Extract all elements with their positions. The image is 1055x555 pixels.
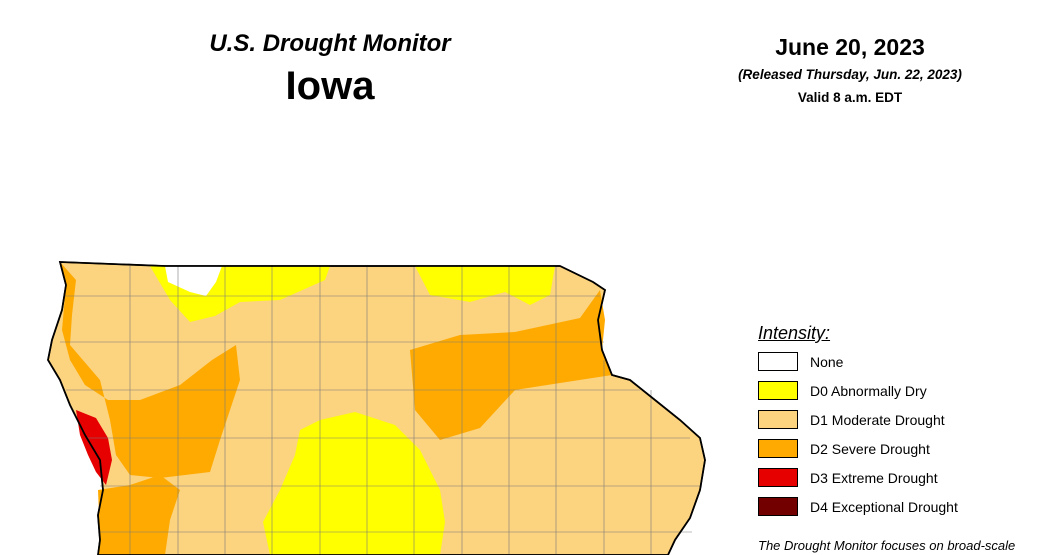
legend-label: D1 Moderate Drought [810, 412, 945, 428]
state-name: Iowa [285, 64, 375, 108]
d0-region-north-east [415, 266, 555, 305]
legend-item-d1: D1 Moderate Drought [758, 410, 1048, 439]
legend-label: D2 Severe Drought [810, 441, 930, 457]
valid-time: Valid 8 a.m. EDT [797, 90, 903, 105]
legend-item-none: None [758, 352, 1048, 381]
legend-title: Intensity: [758, 323, 831, 343]
legend-label: D0 Abnormally Dry [810, 383, 927, 399]
none-region-north [165, 266, 222, 296]
iowa-drought-map [47, 261, 706, 555]
legend-swatch-d1 [758, 410, 798, 429]
legend-item-d0: D0 Abnormally Dry [758, 381, 1048, 410]
legend-label: D4 Exceptional Drought [810, 499, 958, 515]
legend-label: None [810, 354, 844, 370]
d2-region-southwest [98, 475, 180, 555]
footnote: The Drought Monitor focuses on broad-sca… [758, 538, 1016, 553]
d2-region-northeast [410, 290, 612, 440]
legend-swatch-d0 [758, 381, 798, 400]
legend-item-d2: D2 Severe Drought [758, 439, 1048, 468]
release-date: (Released Thursday, Jun. 22, 2023) [738, 67, 962, 82]
d3-region-west [76, 410, 112, 485]
legend-swatch-d3 [758, 468, 798, 487]
iowa-state-outline [47, 261, 706, 555]
legend-swatch-d4 [758, 497, 798, 516]
legend: Intensity: None D0 Abnormally Dry D1 Mod… [758, 323, 1048, 526]
d2-region-west-coast [60, 262, 240, 478]
county-boundaries [60, 266, 702, 555]
map-date: June 20, 2023 [775, 34, 925, 60]
legend-swatch-d2 [758, 439, 798, 458]
legend-swatch-none [758, 352, 798, 371]
legend-item-d4: D4 Exceptional Drought [758, 497, 1048, 526]
map-title: U.S. Drought Monitor [209, 30, 451, 57]
legend-label: D3 Extreme Drought [810, 470, 938, 486]
d0-region-central [263, 412, 445, 555]
legend-item-d3: D3 Extreme Drought [758, 468, 1048, 497]
